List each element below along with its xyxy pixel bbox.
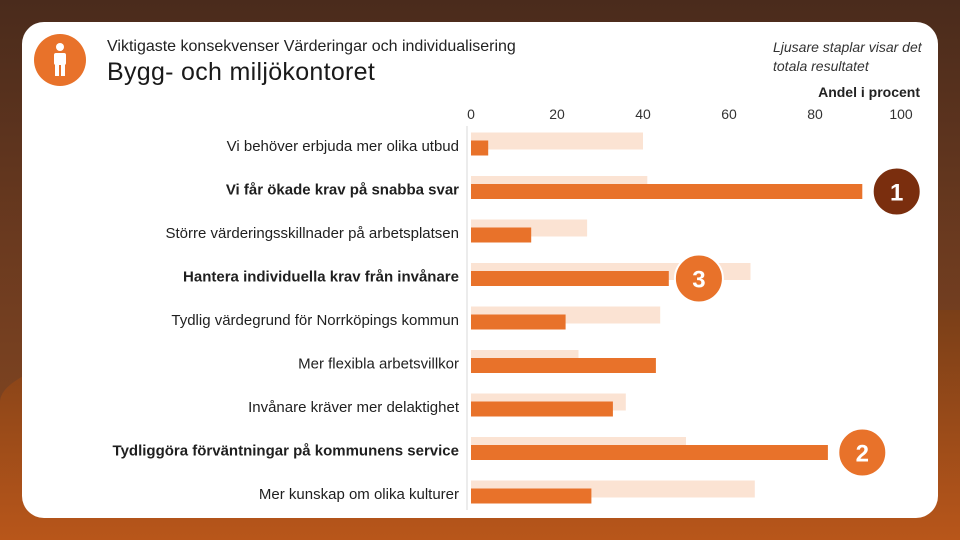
x-axis-title: Andel i procent — [818, 84, 920, 100]
total-bar — [471, 132, 643, 150]
x-tick-label: 60 — [721, 106, 737, 122]
x-tick-label: 0 — [467, 106, 475, 122]
category-label: Vi får ökade krav på snabba svar — [226, 182, 459, 199]
rank-marker-label: 3 — [692, 267, 705, 294]
department-bar — [471, 184, 863, 199]
category-label: Invånare kräver mer delaktighet — [248, 399, 460, 416]
legend-note: Ljusare staplar visar det totala resulta… — [773, 39, 922, 74]
department-bar — [471, 227, 532, 243]
rank-marker-label: 2 — [856, 441, 869, 468]
rank-marker — [871, 166, 922, 217]
rank-marker-label: 1 — [890, 180, 903, 207]
x-tick-label: 40 — [635, 106, 651, 122]
category-label: Hantera individuella krav från invånare — [183, 269, 459, 286]
department-bar — [471, 358, 656, 373]
category-label: Mer kunskap om olika kulturer — [259, 486, 459, 503]
x-tick-label: 20 — [549, 106, 565, 122]
category-label: Mer flexibla arbetsvillkor — [298, 356, 459, 373]
category-label: Vi behöver erbjuda mer olika utbud — [227, 138, 459, 155]
category-label: Tydlig värdegrund för Norrköpings kommun — [171, 312, 459, 329]
department-bar — [471, 314, 566, 330]
category-label: Tydliggöra förväntningar på kommunens se… — [113, 443, 459, 460]
x-tick-label: 100 — [889, 106, 913, 122]
category-label: Större värderingsskillnader på arbetspla… — [166, 225, 460, 242]
chart-title: Bygg- och miljökontoret — [107, 58, 376, 86]
x-tick-label: 80 — [807, 106, 823, 122]
chart-subtitle: Viktigaste konsekvenser Värderingar och … — [107, 38, 516, 55]
person-icon — [54, 43, 66, 76]
rank-marker — [673, 253, 724, 304]
person-badge — [34, 34, 86, 86]
department-bar — [471, 488, 592, 504]
rank-marker — [837, 427, 888, 478]
department-bar — [471, 271, 669, 286]
department-bar — [471, 401, 613, 417]
department-bar — [471, 140, 489, 156]
department-bar — [471, 445, 828, 460]
